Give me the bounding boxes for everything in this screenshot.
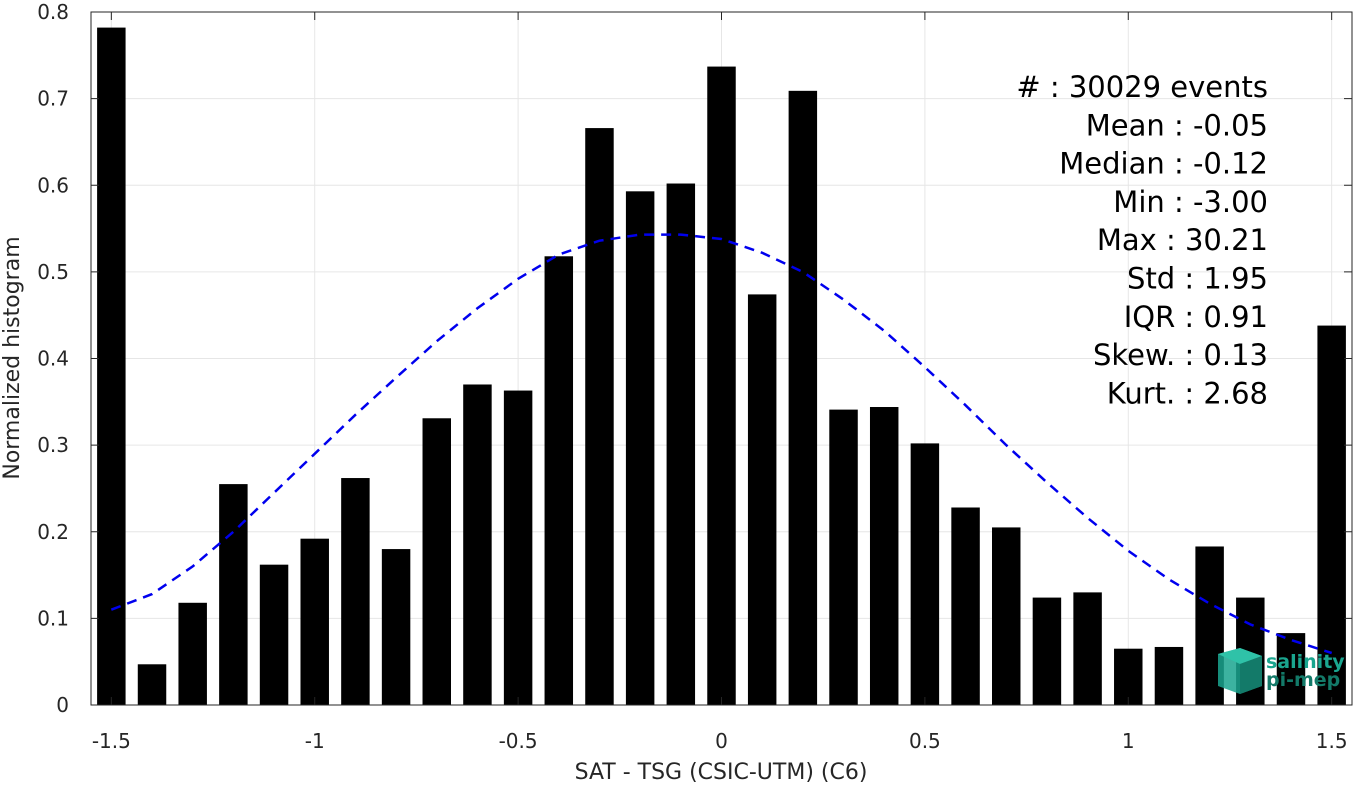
y-tick-label: 0.7 bbox=[37, 87, 69, 111]
stats-line: Median : -0.12 bbox=[1059, 147, 1268, 181]
stats-line: Kurt. : 2.68 bbox=[1107, 376, 1268, 410]
histogram-bar bbox=[341, 478, 370, 705]
y-tick-label: 0.4 bbox=[37, 347, 69, 371]
x-tick-label: 0 bbox=[715, 729, 728, 753]
histogram-bar bbox=[503, 390, 533, 705]
x-axis-label: SAT - TSG (CSIC-UTM) (C6) bbox=[575, 760, 868, 785]
x-tick-label: 1 bbox=[1122, 729, 1135, 753]
x-tick-label: -0.5 bbox=[499, 729, 538, 753]
histogram-bar bbox=[1114, 648, 1143, 705]
histogram-bar bbox=[259, 564, 289, 705]
histogram-bar bbox=[707, 66, 736, 706]
histogram-bar bbox=[788, 90, 818, 706]
salinity-pimep-logo: salinity pi-mep bbox=[1218, 648, 1345, 694]
stats-line: Skew. : 0.13 bbox=[1093, 338, 1268, 372]
stats-box: # : 30029 events Mean : -0.05 Median : -0.… bbox=[1016, 70, 1268, 410]
histogram-bar bbox=[869, 407, 899, 705]
histogram-bar bbox=[137, 664, 167, 705]
histogram-bar bbox=[219, 484, 248, 705]
y-tick-label: 0.6 bbox=[37, 173, 69, 197]
histogram-bar bbox=[747, 294, 777, 705]
histogram-bar bbox=[910, 443, 940, 705]
histogram-bar bbox=[300, 538, 329, 705]
histogram-bar bbox=[829, 409, 858, 705]
histogram-bar bbox=[178, 602, 207, 705]
y-tick-label: 0.1 bbox=[37, 606, 69, 630]
x-tick-label: 1.5 bbox=[1316, 729, 1348, 753]
histogram-bar bbox=[1073, 592, 1102, 705]
histogram-bar bbox=[666, 183, 696, 705]
x-tick-label: 0.5 bbox=[909, 729, 941, 753]
fit-curve-layer bbox=[110, 233, 1333, 655]
stats-line: Mean : -0.05 bbox=[1086, 108, 1268, 142]
histogram-bar bbox=[381, 549, 411, 705]
y-tick-label: 0 bbox=[56, 693, 69, 717]
logo-line1: salinity bbox=[1266, 651, 1345, 673]
histogram-bar bbox=[992, 527, 1021, 705]
stats-line: Std : 1.95 bbox=[1127, 262, 1268, 296]
x-tick-label: -1 bbox=[305, 729, 325, 753]
histogram-bar bbox=[1032, 597, 1062, 705]
logo-line2: pi-mep bbox=[1266, 669, 1340, 691]
histogram-bar bbox=[1317, 325, 1346, 705]
histogram-bar bbox=[97, 27, 126, 705]
y-tick-label: 0.3 bbox=[37, 433, 69, 457]
y-tick-label: 0.5 bbox=[37, 260, 69, 284]
stats-line: # : 30029 events bbox=[1016, 70, 1268, 104]
stats-line: Min : -3.00 bbox=[1113, 185, 1268, 219]
histogram-bar bbox=[1276, 633, 1306, 705]
bars-layer bbox=[97, 27, 1346, 706]
histogram-bar bbox=[422, 418, 451, 705]
histogram-bar bbox=[585, 128, 614, 705]
logo-cube-icon bbox=[1218, 648, 1262, 694]
normal-fit-curve bbox=[110, 233, 1333, 655]
histogram-bar bbox=[544, 256, 574, 705]
histogram-bar bbox=[951, 507, 980, 705]
stats-line: IQR : 0.91 bbox=[1124, 300, 1268, 334]
y-axis-label: Normalized histogram bbox=[0, 236, 25, 479]
y-tick-label: 0.2 bbox=[37, 520, 69, 544]
histogram-bar bbox=[463, 384, 492, 705]
ticks-layer: -1.5 -1 -0.5 0 0.5 1 1.5 0 0.1 0.2 0.3 0.4 0.5 0.6 0.7… bbox=[37, 0, 1352, 753]
stats-line: Max : 30.21 bbox=[1097, 223, 1268, 257]
histogram-bar bbox=[625, 191, 655, 706]
x-tick-label: -1.5 bbox=[92, 729, 131, 753]
y-tick-label: 0.8 bbox=[37, 0, 69, 24]
histogram-bar bbox=[1154, 646, 1184, 705]
